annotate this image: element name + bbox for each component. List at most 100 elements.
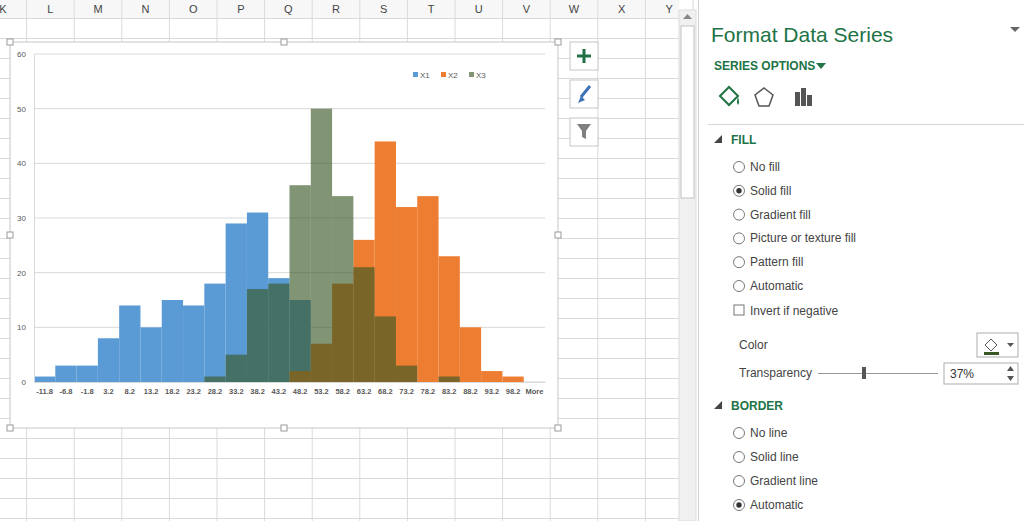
bar[interactable] [162,382,183,383]
resize-handle[interactable] [281,425,287,431]
scroll-up-arrow[interactable] [683,14,692,19]
bar[interactable] [502,377,523,382]
bar[interactable] [34,382,55,383]
slider-track[interactable] [818,373,938,374]
radio-label[interactable]: No fill [750,160,780,174]
bar[interactable] [140,382,161,383]
column-header[interactable]: K [0,3,7,15]
bar[interactable] [524,382,545,383]
radio-button[interactable] [734,209,745,220]
section-toggle[interactable] [714,135,722,143]
bar[interactable] [396,366,417,382]
column-header[interactable]: M [93,3,102,15]
bar[interactable] [226,355,247,382]
color-picker-button[interactable] [977,333,1018,357]
bar[interactable] [524,382,545,383]
radio-label[interactable]: Solid fill [750,184,791,198]
chart-area[interactable] [10,42,558,428]
bar[interactable] [34,377,55,382]
column-header[interactable]: T [428,3,435,15]
bar[interactable] [98,338,119,382]
transparency-input[interactable] [944,363,1018,384]
bar[interactable] [375,141,396,382]
radio-button[interactable] [734,162,745,173]
column-header[interactable]: W [569,3,580,15]
column-header[interactable]: R [332,3,340,15]
bar[interactable] [55,382,76,383]
radio-label[interactable]: No line [750,426,788,440]
bar[interactable] [140,382,161,383]
column-header[interactable]: X [618,3,626,15]
radio-button[interactable] [734,500,745,511]
column-header[interactable]: O [189,3,198,15]
bar[interactable] [98,382,119,383]
radio-button[interactable] [734,452,745,463]
resize-handle[interactable] [555,232,561,238]
radio-button[interactable] [734,233,745,244]
bar[interactable] [375,316,396,382]
section-toggle[interactable] [714,401,722,409]
column-header[interactable]: U [475,3,483,15]
bar[interactable] [332,196,353,382]
bar[interactable] [183,305,204,382]
radio-label[interactable]: Gradient line [750,474,818,488]
fill-line-icon[interactable] [720,87,738,105]
bar[interactable] [268,284,289,382]
radio-label[interactable]: Gradient fill [750,208,811,222]
radio-label[interactable]: Picture or texture fill [750,231,856,245]
radio-label[interactable]: Automatic [750,498,803,512]
bar[interactable] [77,382,98,383]
bar[interactable] [55,382,76,383]
bar[interactable] [460,382,481,383]
bar[interactable] [396,207,417,382]
checkbox[interactable] [734,305,744,315]
bar[interactable] [353,267,374,382]
tab-arrow[interactable] [816,63,826,69]
bar[interactable] [119,382,140,383]
bar[interactable] [290,185,311,382]
column-header[interactable]: Y [666,3,674,15]
bar[interactable] [439,377,460,382]
column-header[interactable]: Q [284,3,293,15]
section-title[interactable]: BORDER [731,399,783,413]
radio-button[interactable] [734,185,745,196]
section-title[interactable]: FILL [731,133,756,147]
bar[interactable] [460,327,481,382]
radio-label[interactable]: Automatic [750,279,803,293]
bar[interactable] [162,382,183,383]
bar[interactable] [311,109,332,382]
slider-thumb[interactable] [862,367,866,379]
chart-styles-button[interactable] [570,80,598,108]
scrollbar-track[interactable] [679,10,696,521]
bar[interactable] [226,223,247,382]
resize-handle[interactable] [7,425,13,431]
bar[interactable] [34,382,55,383]
column-header[interactable]: L [47,3,53,15]
bar[interactable] [524,382,545,383]
chart-elements-button[interactable] [570,42,598,70]
resize-handle[interactable] [281,39,287,45]
bar[interactable] [183,382,204,383]
radio-label[interactable]: Pattern fill [750,255,803,269]
bar[interactable] [183,382,204,383]
bar[interactable] [481,371,502,382]
bar[interactable] [204,284,225,382]
bar[interactable] [55,366,76,382]
bar[interactable] [140,327,161,382]
panel-menu-arrow[interactable] [1010,27,1020,32]
bar[interactable] [98,382,119,383]
column-header[interactable]: V [523,3,531,15]
bar[interactable] [439,256,460,382]
column-header[interactable]: P [237,3,244,15]
bar[interactable] [268,278,289,382]
resize-handle[interactable] [555,425,561,431]
column-header[interactable]: S [380,3,387,15]
color-dropdown-arrow[interactable] [1007,343,1014,347]
series-options-icon[interactable] [795,92,800,106]
effects-icon[interactable] [755,88,773,106]
bar[interactable] [353,240,374,382]
bar[interactable] [77,382,98,383]
bar[interactable] [502,382,523,383]
transparency-value[interactable]: 37% [950,367,974,381]
series-options-icon[interactable] [807,95,812,106]
